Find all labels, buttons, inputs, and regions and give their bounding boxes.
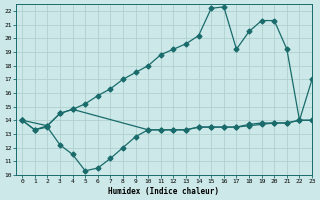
X-axis label: Humidex (Indice chaleur): Humidex (Indice chaleur) [108,187,220,196]
